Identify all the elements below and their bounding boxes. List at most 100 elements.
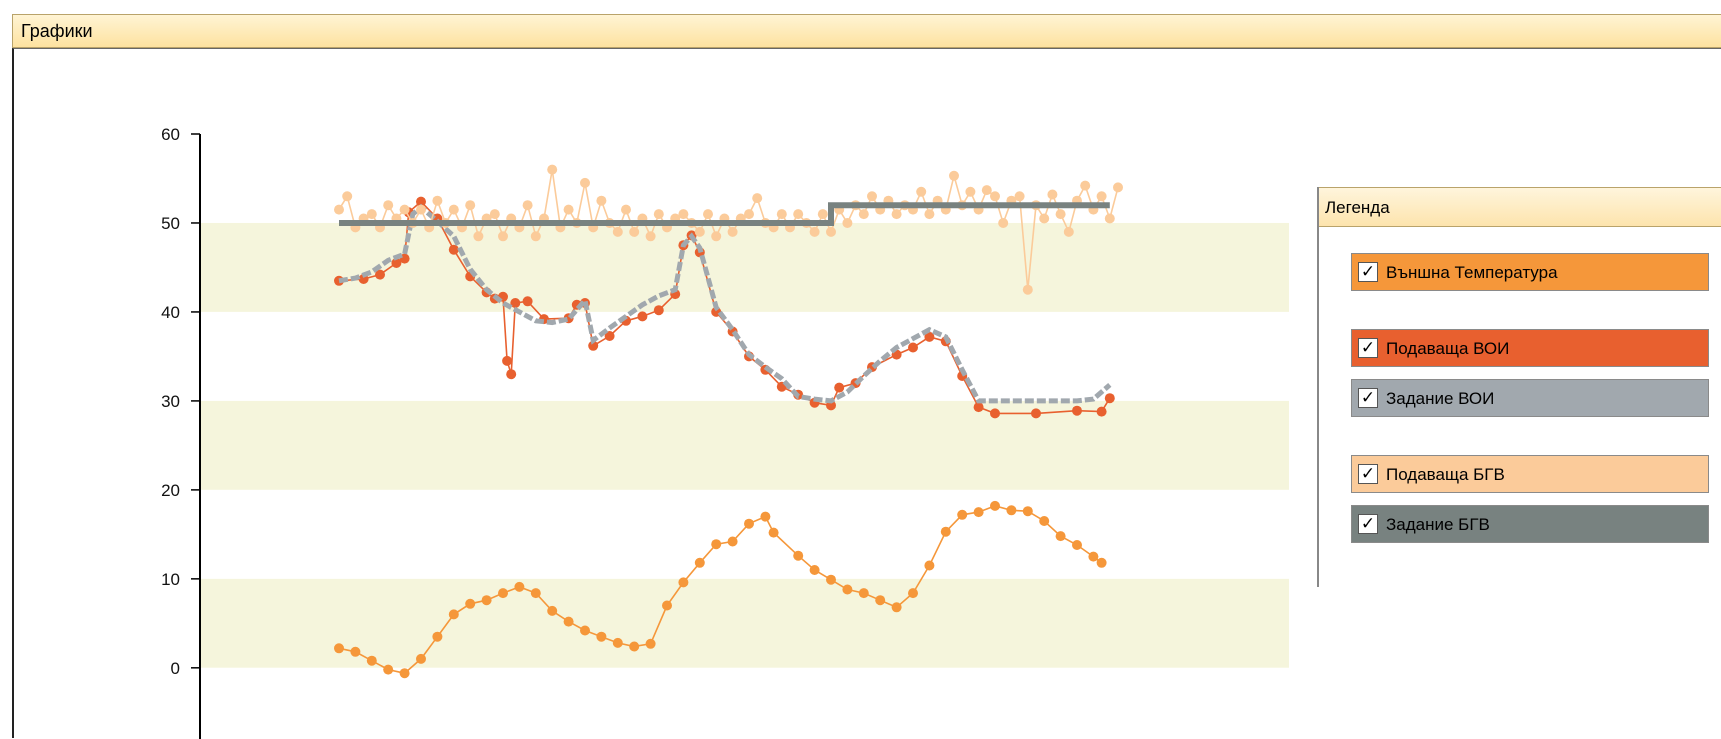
data-point <box>768 527 779 538</box>
data-point <box>908 588 918 599</box>
legend-item-setpoint-bgv[interactable]: ✓ Задание БГВ <box>1351 505 1709 543</box>
data-point <box>1072 405 1082 416</box>
data-point <box>432 195 443 206</box>
data-point <box>744 209 754 220</box>
data-point <box>842 218 853 228</box>
data-point <box>1031 408 1041 419</box>
data-point <box>1006 505 1017 516</box>
data-point <box>547 605 558 616</box>
data-point <box>502 355 513 366</box>
legend-label: Подаваща БГВ <box>1386 465 1505 484</box>
legend-item-outdoor-temp[interactable]: ✓ Външна Температура <box>1351 253 1709 291</box>
data-point <box>510 298 521 308</box>
checkbox-setpoint-voi[interactable]: ✓ <box>1358 388 1378 408</box>
checkbox-setpoint-bgv[interactable]: ✓ <box>1358 514 1378 534</box>
data-point <box>891 602 902 613</box>
data-point <box>416 196 426 207</box>
data-point <box>1055 209 1066 220</box>
data-point <box>809 226 820 237</box>
checkbox-outdoor-temp[interactable]: ✓ <box>1358 262 1378 282</box>
data-point <box>990 191 1000 202</box>
data-point <box>596 195 607 206</box>
data-point <box>334 204 344 215</box>
checkbox-supply-bgv[interactable]: ✓ <box>1358 464 1378 484</box>
data-point <box>612 226 623 237</box>
data-point <box>1096 557 1107 568</box>
legend-item-setpoint-voi[interactable]: ✓ Задание ВОИ <box>1351 379 1709 417</box>
data-point <box>1104 213 1115 224</box>
data-point <box>1080 180 1091 191</box>
data-point <box>448 609 459 620</box>
legend-label: Подаваща ВОИ <box>1386 339 1510 358</box>
data-point <box>334 643 344 654</box>
data-point <box>924 560 935 571</box>
data-point <box>793 550 804 561</box>
data-point <box>506 369 517 380</box>
data-point <box>498 588 508 599</box>
data-point <box>465 200 476 211</box>
legend-item-supply-voi[interactable]: ✓ Подаваща ВОИ <box>1351 329 1709 367</box>
y-tick-label: 50 <box>161 214 180 233</box>
data-point <box>522 296 533 307</box>
data-point <box>1072 540 1082 550</box>
data-point <box>924 209 935 220</box>
legend-title: Легенда <box>1325 198 1390 217</box>
chart-band <box>200 400 1289 490</box>
data-point <box>727 536 738 547</box>
data-point <box>645 231 656 242</box>
data-point <box>908 342 918 353</box>
data-point <box>858 209 869 220</box>
data-point <box>489 209 500 220</box>
data-point <box>842 584 853 595</box>
data-point <box>924 331 935 342</box>
data-point <box>965 186 976 197</box>
data-point <box>375 269 385 280</box>
legend-label: Задание БГВ <box>1386 515 1490 534</box>
data-point <box>834 382 845 393</box>
chart-band <box>200 489 1289 579</box>
data-point <box>981 185 992 196</box>
data-point <box>694 226 705 237</box>
data-point <box>776 209 787 220</box>
chart-panel: 0 10 20 30 40 50 60 Легенда ✓ Външна Температу… <box>12 48 1721 739</box>
data-point <box>1113 182 1123 193</box>
legend-item-supply-bgv[interactable]: ✓ Подаваща БГВ <box>1351 455 1709 493</box>
data-point <box>530 588 541 599</box>
series-line <box>339 202 1110 226</box>
data-point <box>957 509 968 520</box>
data-point <box>522 200 533 211</box>
data-point <box>678 209 689 220</box>
data-point <box>662 600 672 611</box>
data-point <box>366 209 377 220</box>
data-point <box>752 193 763 204</box>
data-point <box>990 408 1000 419</box>
data-point <box>1022 506 1033 517</box>
checkbox-supply-voi[interactable]: ✓ <box>1358 338 1378 358</box>
data-point <box>473 231 484 242</box>
chart-band <box>200 667 1289 739</box>
data-point <box>1014 191 1025 202</box>
chart-band <box>200 134 1289 223</box>
data-point <box>940 526 951 537</box>
data-point <box>817 209 828 220</box>
legend-label: Външна Температура <box>1386 263 1558 282</box>
y-tick-label: 20 <box>161 481 180 500</box>
data-point <box>580 177 590 188</box>
data-point <box>383 664 394 675</box>
data-point <box>1039 516 1050 526</box>
data-point <box>703 209 713 220</box>
data-point <box>621 204 631 215</box>
data-point <box>383 200 394 211</box>
data-point <box>949 170 959 181</box>
data-point <box>366 655 377 666</box>
data-point <box>514 581 525 592</box>
data-point <box>891 209 902 220</box>
data-point <box>809 565 820 575</box>
data-point <box>1055 531 1066 542</box>
data-point <box>448 244 459 255</box>
data-point <box>875 595 886 606</box>
data-point <box>973 507 984 518</box>
data-point <box>563 204 574 215</box>
data-point <box>867 191 877 202</box>
data-point <box>1096 406 1107 417</box>
